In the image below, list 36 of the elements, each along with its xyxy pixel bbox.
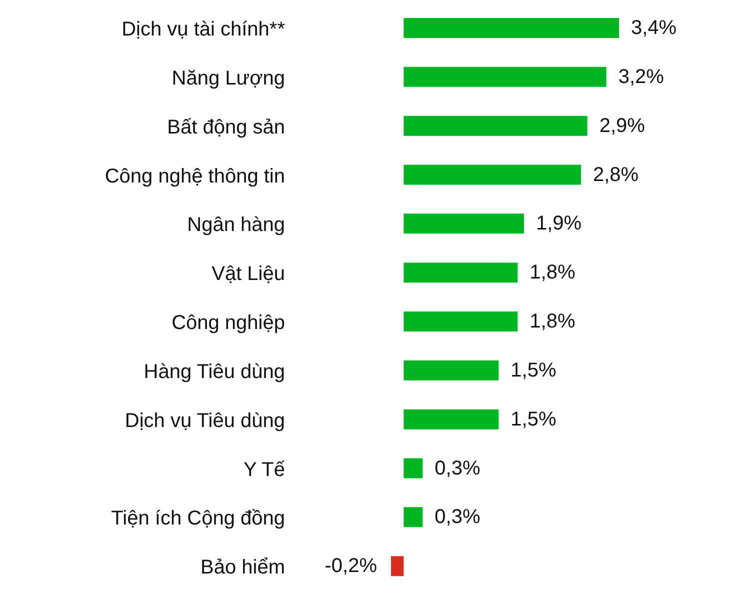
y-tick-label: Bất động sản [167,116,285,138]
data-label: 1,5% [510,408,556,430]
y-tick-label: Bảo hiểm [200,556,285,579]
data-label: 3,2% [618,66,664,88]
data-label: 0,3% [434,506,480,528]
y-tick-label: Dịch vụ tài chính** [122,18,286,41]
bar [404,164,581,185]
data-label: 3,4% [631,17,677,39]
bar [404,18,619,38]
bar [404,262,518,283]
data-label: 0,3% [434,457,480,480]
bar [404,116,588,136]
data-label: 2,9% [599,114,646,137]
y-tick-label: Ngân hàng [187,214,285,236]
y-tick-label: Tiện ích Cộng đồng [111,508,285,530]
data-label: 2,8% [593,164,639,186]
bar [404,458,423,478]
y-tick-label: Công nghiệp [172,312,285,334]
y-tick-label: Y Tế [243,458,285,481]
y-tick-label: Dịch vụ Tiêu dùng [124,410,285,432]
bar [404,409,499,430]
bar [404,360,499,380]
y-tick-label: Hàng Tiêu dùng [144,360,285,383]
data-label: 1,8% [530,310,576,332]
data-label: -0,2% [324,555,378,578]
bar [404,312,518,332]
y-tick-label: Năng Lượng [172,67,285,90]
data-label: 1,5% [510,359,556,382]
y-tick-label: Vật Liệu [212,263,285,286]
bar [391,556,404,576]
y-tick-label: Công nghệ thông tin [104,165,285,188]
data-label: 1,9% [536,212,582,235]
bar [404,507,423,528]
bar [404,66,606,87]
data-label: 1,8% [530,262,576,284]
bar [404,214,524,234]
